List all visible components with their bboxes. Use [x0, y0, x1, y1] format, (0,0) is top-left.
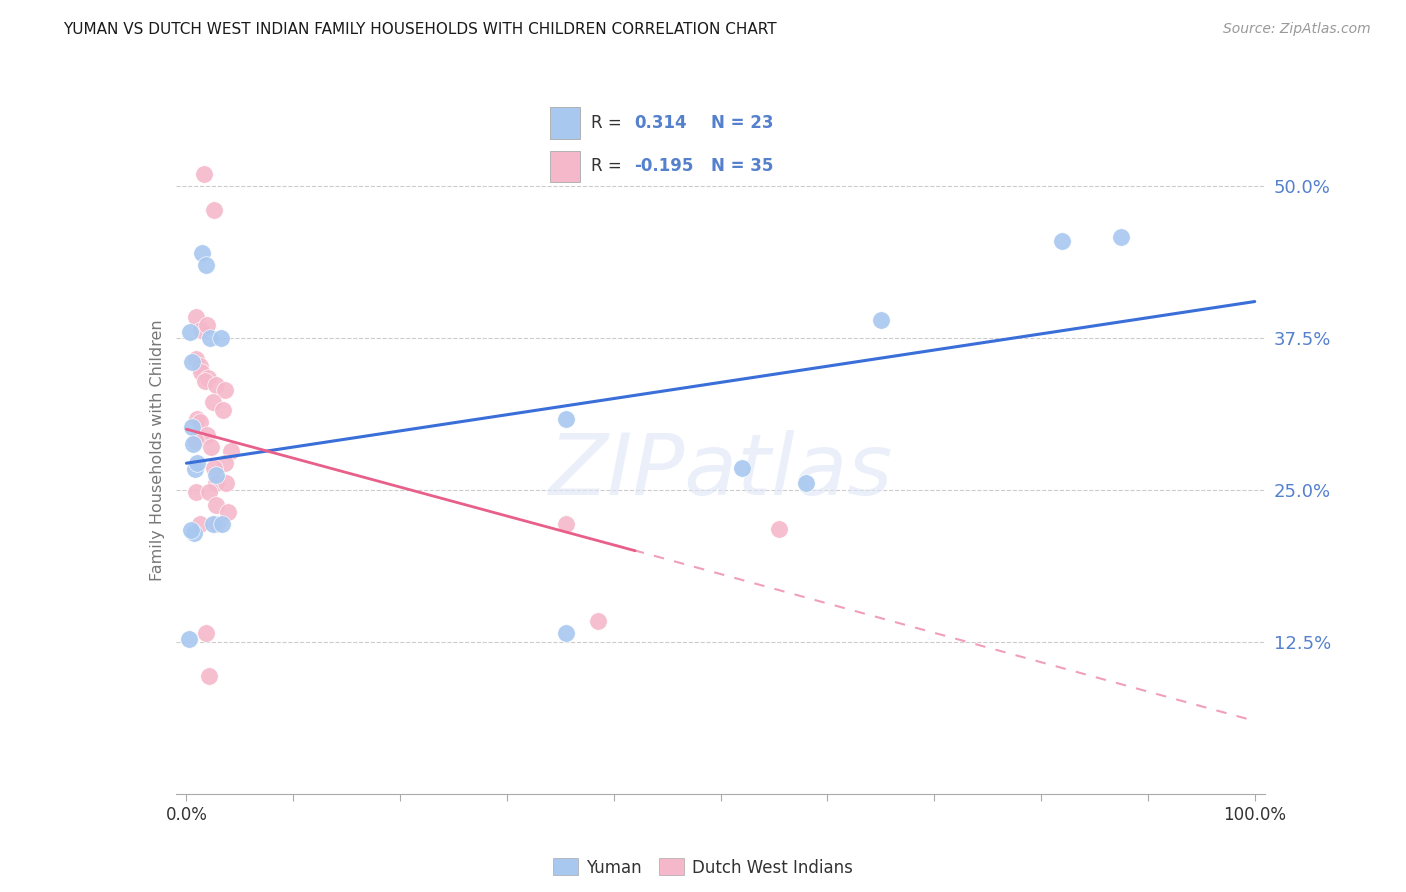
Point	[177, 632, 200, 647]
Point	[209, 331, 232, 345]
Point	[184, 485, 207, 500]
Point	[194, 626, 217, 640]
Point	[198, 331, 221, 345]
Point	[202, 516, 225, 531]
Point	[554, 412, 576, 426]
Point	[207, 516, 229, 531]
Bar	[550, 108, 579, 139]
Point	[205, 498, 228, 512]
Point	[869, 312, 891, 326]
Text: ZIPatlas: ZIPatlas	[548, 430, 893, 513]
Bar	[550, 151, 579, 183]
Point	[205, 468, 228, 483]
Point	[197, 371, 219, 385]
Point	[186, 412, 208, 426]
Point	[180, 355, 202, 369]
Point	[194, 374, 217, 388]
Point	[200, 441, 222, 455]
Point	[188, 516, 211, 531]
Point	[202, 395, 225, 409]
Text: R =: R =	[591, 158, 627, 176]
Point	[198, 669, 221, 683]
Point	[190, 322, 212, 336]
Point	[202, 461, 225, 475]
Point	[179, 325, 201, 339]
Point	[202, 203, 225, 218]
Point	[205, 378, 228, 392]
Point	[181, 437, 204, 451]
Point	[180, 419, 202, 434]
Point	[586, 614, 609, 628]
Point	[195, 428, 218, 442]
Text: -0.195: -0.195	[634, 158, 695, 176]
Point	[184, 351, 207, 366]
Point	[211, 402, 233, 417]
Point	[186, 456, 208, 470]
Point	[554, 516, 576, 531]
Text: N = 23: N = 23	[711, 114, 773, 132]
Point	[221, 444, 243, 458]
Point	[193, 167, 215, 181]
Point	[215, 475, 238, 490]
Point	[184, 434, 207, 449]
Point	[205, 475, 228, 490]
Point	[214, 384, 236, 398]
Point	[190, 365, 212, 379]
Point	[1052, 234, 1074, 248]
Point	[194, 258, 217, 272]
Point	[731, 461, 754, 475]
Point	[214, 456, 236, 470]
Point	[198, 485, 221, 500]
Text: Source: ZipAtlas.com: Source: ZipAtlas.com	[1223, 22, 1371, 37]
Point	[554, 626, 576, 640]
Point	[188, 415, 211, 429]
Point	[180, 523, 202, 537]
Text: R =: R =	[591, 114, 627, 132]
Text: N = 35: N = 35	[711, 158, 773, 176]
Point	[195, 318, 218, 332]
Legend: Yuman, Dutch West Indians: Yuman, Dutch West Indians	[547, 852, 859, 883]
Point	[183, 525, 205, 540]
Point	[217, 505, 239, 519]
Y-axis label: Family Households with Children: Family Households with Children	[149, 319, 165, 582]
Point	[184, 310, 207, 325]
Point	[794, 475, 817, 490]
Point	[768, 522, 790, 536]
Text: YUMAN VS DUTCH WEST INDIAN FAMILY HOUSEHOLDS WITH CHILDREN CORRELATION CHART: YUMAN VS DUTCH WEST INDIAN FAMILY HOUSEH…	[63, 22, 778, 37]
Point	[1109, 230, 1132, 244]
Text: 0.314: 0.314	[634, 114, 688, 132]
Point	[191, 246, 214, 260]
Point	[211, 516, 233, 531]
Point	[188, 359, 211, 373]
Point	[184, 462, 207, 476]
